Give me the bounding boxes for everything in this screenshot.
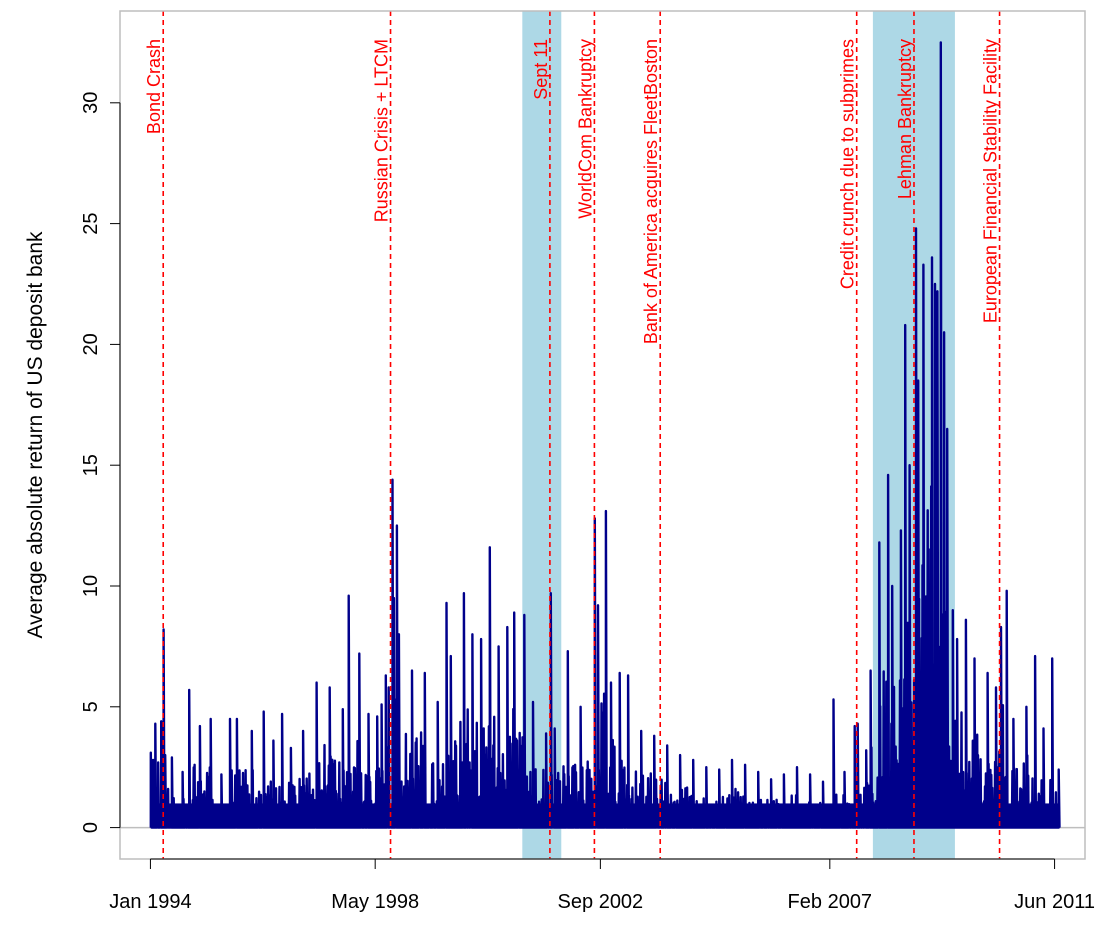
event-label: European Financial Stability Facility xyxy=(981,39,1001,323)
event-markers: Bond Crash Russian Crisis + LTCM Sept 11 Wo… xyxy=(144,11,1001,859)
y-tick-label: 15 xyxy=(80,454,102,476)
event-label: WorldCom Bankruptcy xyxy=(575,39,595,219)
data-series xyxy=(149,41,1061,829)
shaded-period xyxy=(522,11,562,859)
y-tick-label: 10 xyxy=(80,575,102,597)
y-tick-label: 0 xyxy=(80,822,102,833)
x-tick-label: Feb 2007 xyxy=(788,891,873,913)
y-axis: 0 5 10 15 20 25 30 xyxy=(80,92,121,833)
event-label: Russian Crisis + LTCM xyxy=(372,39,392,222)
event-label: Lehman Bankruptcy xyxy=(895,39,915,199)
event-label: Sept 11 xyxy=(531,39,551,100)
event-label: Credit crunch due to subprimes xyxy=(838,39,858,289)
x-axis: Jan 1994 May 1998 Sep 2002 Feb 2007 Jun 2011 xyxy=(109,858,1095,913)
series-line xyxy=(149,41,1061,829)
series-base-band xyxy=(150,803,1059,828)
event-label: Bank of America acquires FleetBoston xyxy=(641,39,661,344)
x-tick-label: Jan 1994 xyxy=(109,891,191,913)
y-tick-label: 30 xyxy=(80,92,102,114)
y-tick-label: 25 xyxy=(80,212,102,234)
y-tick-label: 20 xyxy=(80,333,102,355)
event-label: Bond Crash xyxy=(144,39,164,134)
y-tick-label: 5 xyxy=(80,701,102,712)
y-axis-title: Average absolute return of US deposit ba… xyxy=(24,231,47,639)
x-tick-label: May 1998 xyxy=(331,891,419,913)
x-tick-label: Sep 2002 xyxy=(558,891,644,913)
x-tick-label: Jun 2011 xyxy=(1014,891,1095,913)
